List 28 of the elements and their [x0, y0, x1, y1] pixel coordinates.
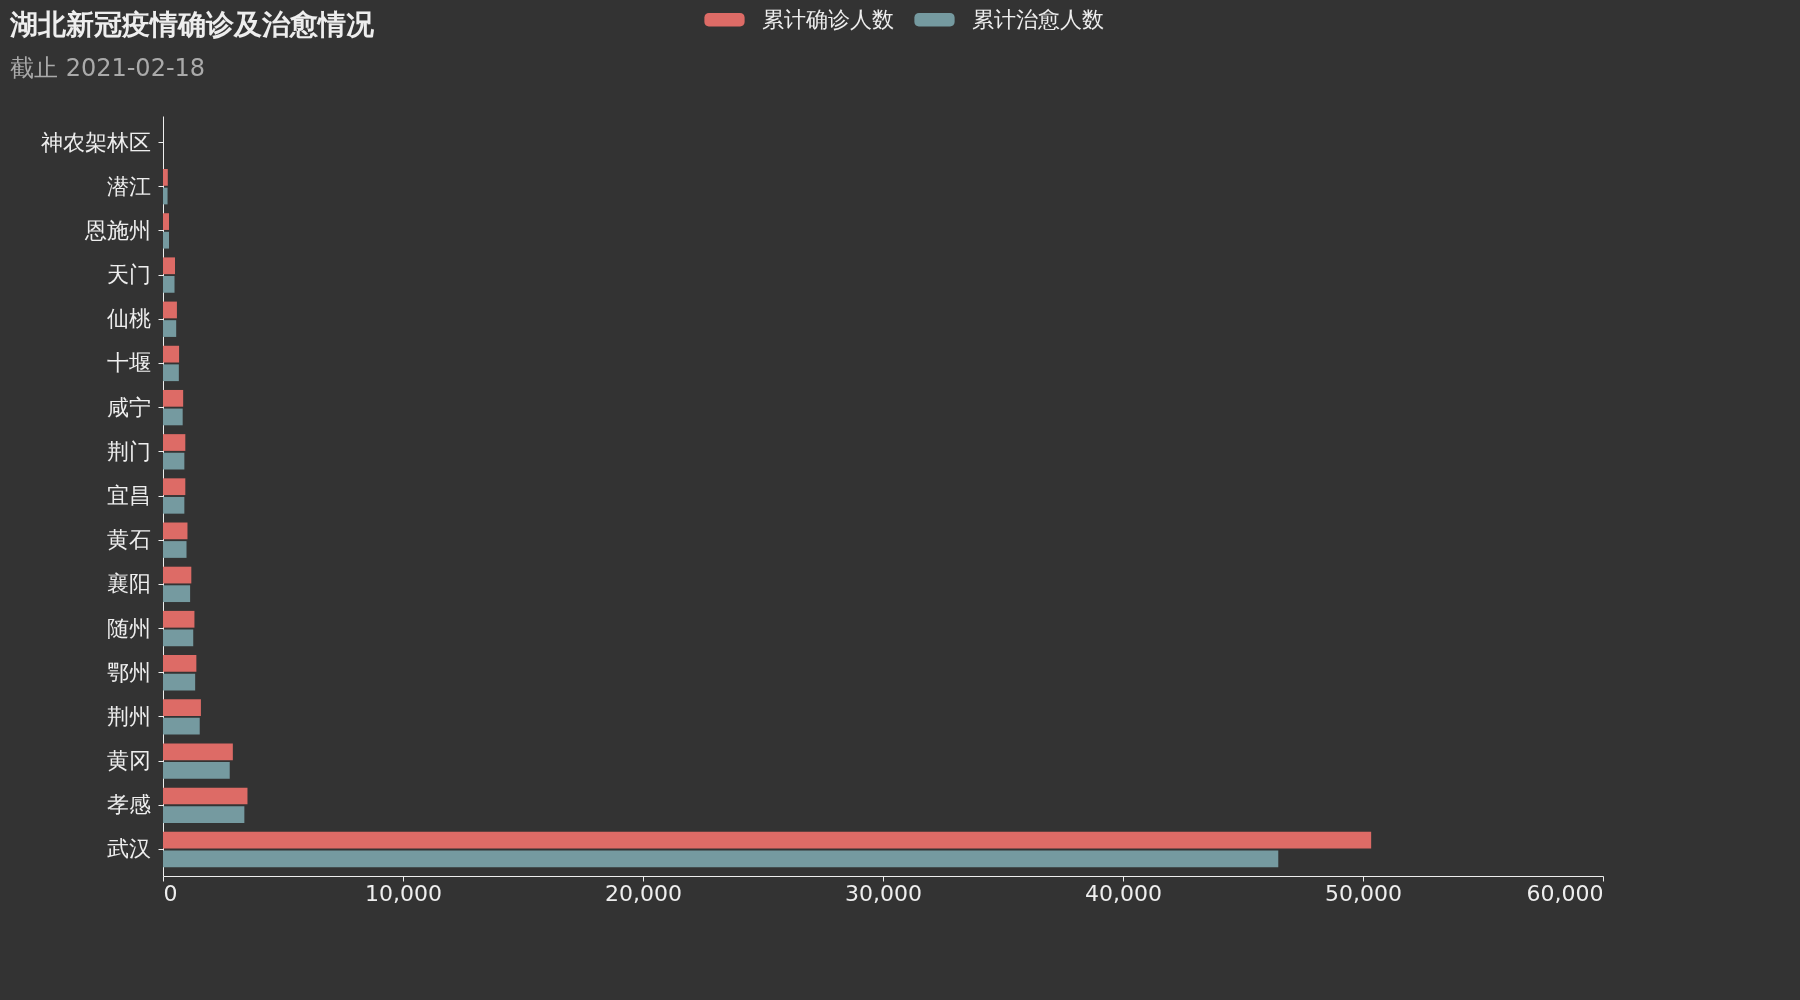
y-tick-label: 武汉 [106, 836, 151, 862]
y-tick-label: 黄冈 [106, 748, 151, 774]
chart-title: 湖北新冠疫情确诊及治愈情况 [10, 7, 374, 43]
y-tick-label: 荆州 [106, 703, 151, 729]
y-tick-label: 宜昌 [106, 483, 151, 508]
x-tick-label: 60,000 [1526, 880, 1604, 906]
x-tick-label: 50,000 [1325, 880, 1402, 906]
y-tick-label: 鄂州 [106, 659, 151, 685]
y-tick-label: 襄阳 [106, 571, 151, 597]
x-tick-label: 20,000 [605, 880, 682, 906]
y-tick-label: 随州 [106, 615, 151, 641]
y-tick-label: 恩施州 [83, 217, 151, 243]
y-tick-label: 天门 [106, 262, 151, 288]
y-tick-label: 十堰 [106, 350, 151, 376]
legend-label: 累计治愈人数 [972, 6, 1104, 32]
x-tick-label: 0 [163, 880, 178, 906]
x-tick-label: 10,000 [365, 880, 442, 906]
x-tick-label: 30,000 [845, 880, 922, 906]
y-tick-label: 咸宁 [106, 394, 151, 420]
legend-label: 累计确诊人数 [762, 6, 894, 32]
y-tick-label: 仙桃 [106, 306, 151, 332]
y-tick-label: 潜江 [106, 173, 151, 199]
chart-subtitle: 截止 2021-02-18 [10, 53, 206, 84]
y-tick-label: 荆门 [106, 438, 151, 464]
y-tick-label: 神农架林区 [40, 129, 151, 155]
x-tick-label: 40,000 [1085, 880, 1162, 906]
y-tick-label: 孝感 [106, 792, 151, 818]
y-tick-label: 黄石 [106, 527, 151, 553]
